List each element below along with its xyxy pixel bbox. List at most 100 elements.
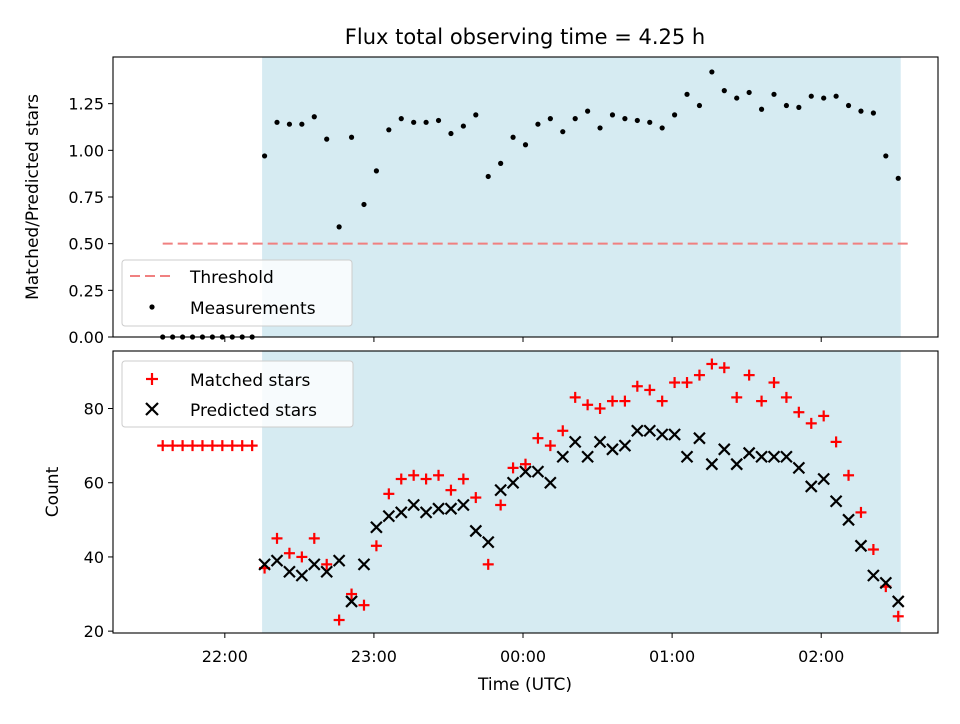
top-y-tick-label: 0.50 [68,235,104,254]
predicted-star-point [382,509,396,523]
matched-star-point [656,395,668,407]
measurement-point [535,121,541,127]
matched-star-point [395,473,407,485]
measurement-point [845,102,852,109]
top-y-axis-label: Matched/Predicted stars [23,94,43,300]
predicted-star-point [419,506,433,519]
matched-star-point [855,506,867,518]
measurement-point [684,91,690,97]
measurement-point [547,116,553,122]
predicted-star-point [817,472,830,486]
predicted-star-point [544,476,557,490]
measurement-point [585,108,591,114]
predicted-legend-label: Predicted stars [190,401,317,421]
top-y-tick-label: 0.25 [68,281,104,300]
measurement-point [473,112,479,118]
predicted-star-point [295,569,309,582]
bottom-y-tick-label: 60 [84,474,104,493]
predicted-star-point [631,424,644,438]
x-axis-label: Time (UTC) [477,675,572,695]
matched-star-point [383,488,395,500]
matched-star-point [420,473,432,485]
x-tick-label: 22:00 [202,647,248,666]
predicted-star-point [258,558,271,571]
measurement-point [498,160,504,166]
predicted-star-point [345,595,358,608]
predicted-star-point [755,450,768,464]
measurements-legend-label: Measurements [190,299,316,319]
matched-star-point [226,440,238,452]
matched-star-point [177,440,189,452]
measurement-point [895,175,901,181]
matched-star-point [308,532,320,544]
predicted-star-point [494,483,507,497]
measurement-point [311,114,317,120]
predicted-star-point [370,520,383,534]
matched-star-point [445,484,457,496]
predicted-star-point [469,524,483,538]
matched-star-point [457,473,469,485]
measurement-point [659,125,665,131]
measurement-point [560,129,566,135]
matched-star-point [569,391,581,403]
predicted-star-point [407,498,420,512]
measurement-point [336,224,342,230]
measurement-point [324,136,330,142]
matched-star-point [544,440,556,452]
top-y-tick-label: 0.00 [68,328,104,347]
predicted-star-point [842,513,855,527]
top-legend: Threshold Measurements [121,259,353,327]
matched-star-point [830,436,842,448]
matched-star-point [793,406,805,418]
predicted-star-point [432,502,445,515]
measurement-point [510,134,516,140]
bottom-y-tick-label: 40 [84,548,104,567]
matched-star-point [358,599,370,611]
matched-star-point [470,492,482,504]
predicted-star-point [730,457,743,471]
measurement-point [348,134,355,140]
measurement-point [609,112,616,118]
measurement-point [398,116,404,122]
measurement-point [423,119,429,125]
predicted-star-point [829,494,843,508]
predicted-star-point [792,461,806,475]
x-tick-label: 01:00 [649,647,695,666]
predicted-star-point [780,450,793,464]
predicted-star-point [705,457,719,471]
predicted-star-point [531,465,545,478]
matched-star-point [631,380,643,392]
measurement-point [460,123,466,129]
matched-star-point [731,391,743,403]
predicted-star-point [593,435,607,449]
predicted-star-point [668,428,681,441]
measurement-point [709,69,715,75]
measurement-point [386,127,392,133]
measurement-point [808,93,814,99]
measurement-point [448,130,454,137]
bottom-y-tick-label: 20 [84,622,104,641]
matched-star-point [346,588,358,600]
top-observing-window [262,57,901,337]
predicted-star-point [506,476,520,490]
measurement-point [746,89,752,96]
measurements-legend-swatch [149,304,155,310]
top-y-tick-label: 0.75 [68,188,104,207]
measurement-point [870,110,876,116]
predicted-star-point [680,450,694,464]
predicted-star-point [643,424,657,438]
threshold-legend-label: Threshold [189,268,274,288]
predicted-star-point [618,439,632,452]
matched-star-point [433,469,445,481]
predicted-star-point [804,480,818,493]
matched-legend-swatch [146,373,158,385]
predicted-legend-swatch [145,402,159,416]
top-panel: 0.00 0.25 0.50 0.75 1.00 1.25 Matched/Predict… [23,56,939,347]
matched-star-point [693,369,705,381]
predicted-star-point [320,565,333,579]
matched-star-point [780,391,792,403]
predicted-star-point [332,554,346,567]
matched-star-point [706,358,718,370]
matched-star-point [206,440,218,452]
predicted-star-point [655,428,669,441]
